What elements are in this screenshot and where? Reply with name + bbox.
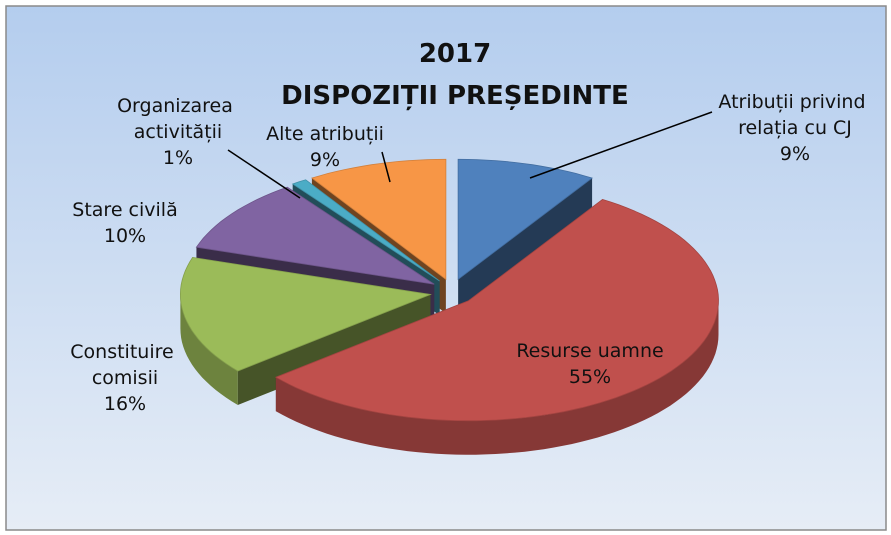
slice [274, 198, 719, 422]
slice [457, 158, 593, 281]
label-line: comisii [92, 367, 158, 389]
leader-line [381, 151, 391, 183]
value-label: 9% [310, 149, 340, 171]
data-label: Constituire comisii [70, 341, 179, 389]
data-label: Organizarea activității [117, 95, 239, 143]
leader-line [227, 149, 301, 199]
label-line: relația cu CJ [738, 117, 852, 139]
slice [311, 158, 447, 281]
slice-side [180, 294, 238, 405]
slice [195, 186, 435, 285]
data-label: Atribuții privind relația cu CJ [718, 91, 871, 139]
value-label: 9% [780, 143, 810, 165]
label-line: Alte atribuții [266, 123, 384, 145]
label-line: Resurse uamne [516, 340, 663, 362]
label-line: Constituire [70, 341, 179, 363]
slice-side [275, 300, 719, 455]
value-label: 55% [569, 366, 611, 388]
chart-title: 2017 [419, 39, 491, 69]
label-line: Atribuții privind [718, 91, 871, 113]
data-label: Stare civilă [72, 199, 177, 221]
leader-line [529, 111, 713, 179]
value-label: 16% [104, 393, 146, 415]
data-label: Alte atribuții [266, 123, 384, 145]
label-line: activității [134, 121, 222, 143]
data-label: Resurse uamne [516, 340, 663, 362]
label-line: Organizarea [117, 95, 239, 117]
label-line: Stare civilă [72, 199, 177, 221]
slice [179, 256, 432, 372]
value-label: 10% [104, 225, 146, 247]
slice-side [458, 178, 593, 314]
value-label: 1% [163, 147, 193, 169]
chart-subtitle: DISPOZIȚII PREȘEDINTE [281, 81, 629, 111]
slice [291, 179, 440, 282]
